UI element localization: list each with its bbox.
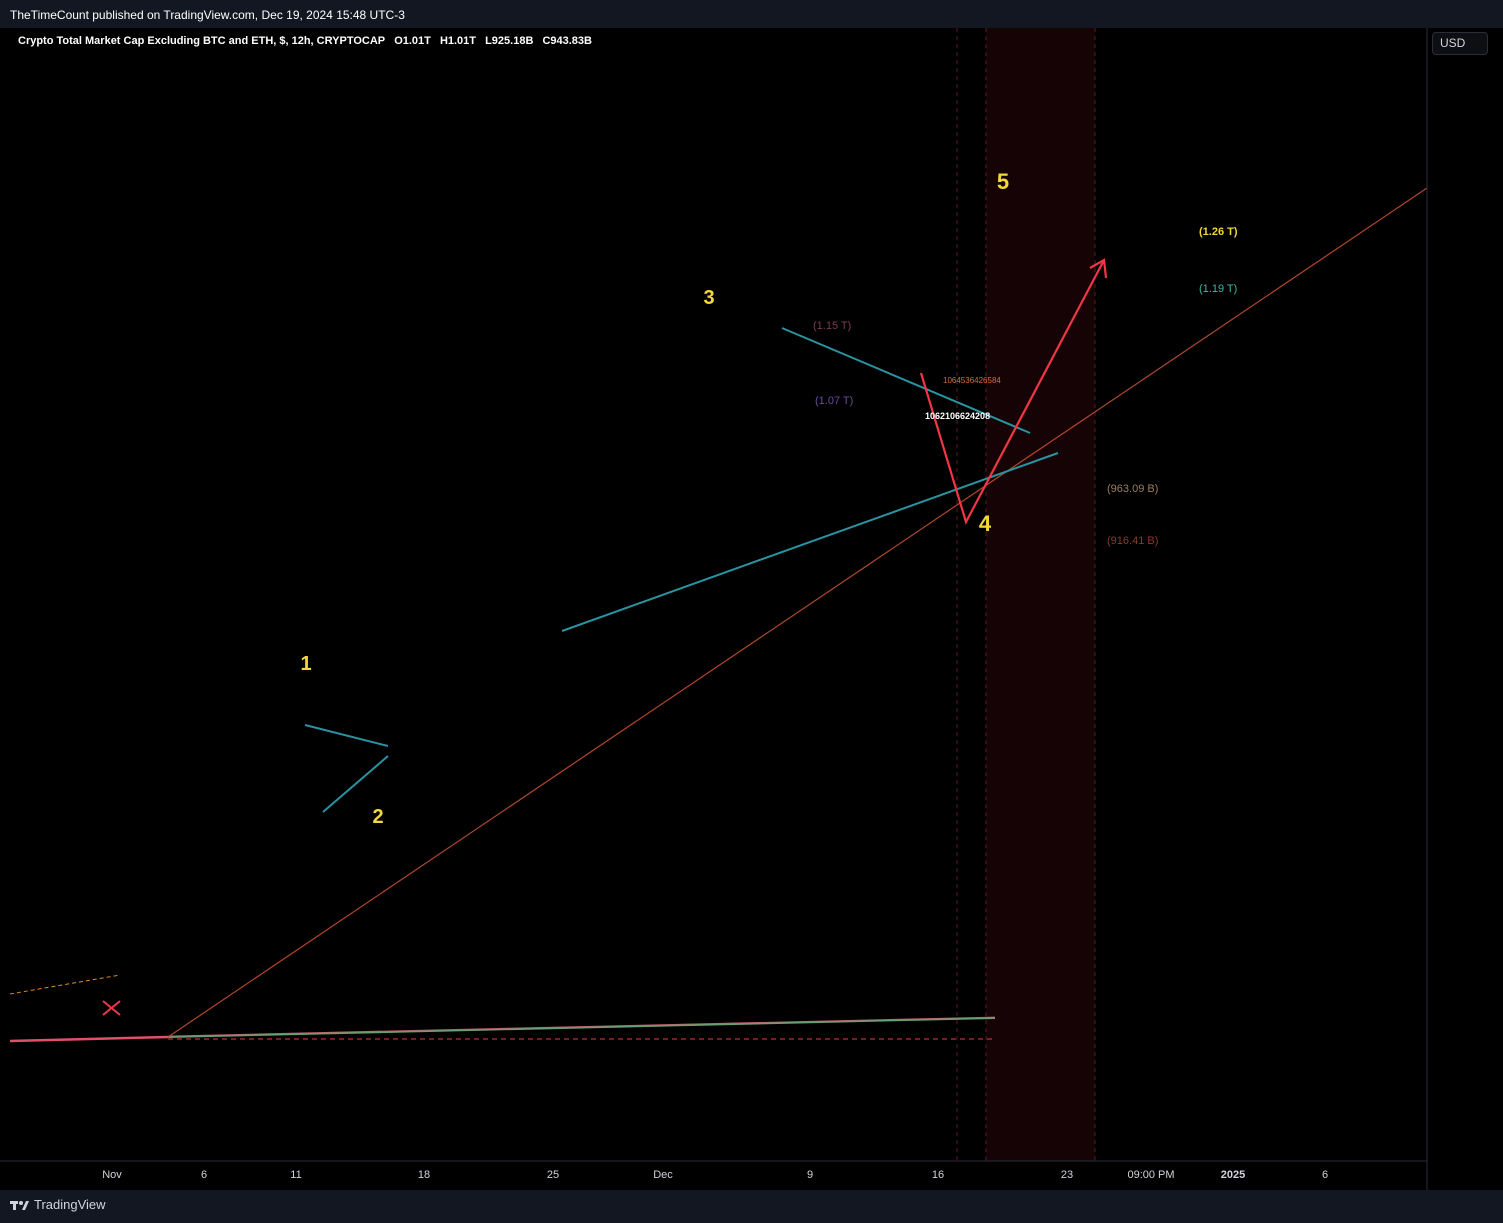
teal-support <box>561 452 1059 632</box>
time-tick: Nov <box>102 1169 122 1181</box>
invalid-marker <box>102 1000 121 1016</box>
level-annotation: (1.15 T) <box>813 320 851 332</box>
wave2-bottom <box>322 755 389 813</box>
legend-low: L925.18B <box>485 35 534 47</box>
time-bands <box>956 28 1096 1161</box>
time-tick: 6 <box>1322 1169 1328 1181</box>
long-trendline <box>167 187 1428 1038</box>
teal-resistance <box>781 327 1031 434</box>
highlight-band <box>986 28 1095 1161</box>
level-annotation: 1062106624208 <box>925 411 990 421</box>
time-tick: 18 <box>418 1169 430 1181</box>
publisher-bar: TheTimeCount published on TradingView.co… <box>0 0 1503 28</box>
level-annotation: (1.07 T) <box>815 395 853 407</box>
tradingview-logo[interactable]: TradingView <box>10 1197 106 1212</box>
time-tick: 16 <box>932 1169 944 1181</box>
wave2-top <box>304 724 389 747</box>
wave-label: 2 <box>372 806 383 828</box>
base-trendline <box>167 1017 996 1038</box>
tradingview-icon <box>10 1200 29 1210</box>
chart-labels: 1 2 3 4 5 (1.15 T) (1.07 T) 1064536426584 106210… <box>300 169 1237 828</box>
time-tick: 25 <box>547 1169 559 1181</box>
tradingview-brand: TradingView <box>34 1197 106 1212</box>
wave-label: 4 <box>979 511 992 536</box>
level-annotation: 1064536426584 <box>943 376 1001 385</box>
symbol-name: Crypto Total Market Cap Excluding BTC an… <box>18 35 386 47</box>
wave-label: 5 <box>997 169 1009 194</box>
currency-button[interactable]: USD <box>1432 32 1488 55</box>
time-axis: Nov 6 11 18 25 Dec 9 16 23 09:00 PM 2025 6 <box>102 1169 1328 1181</box>
base-trendline <box>9 1035 169 1043</box>
wave-label: 1 <box>300 653 311 675</box>
time-tick: 6 <box>201 1169 207 1181</box>
publisher-line: TheTimeCount published on TradingView.co… <box>10 8 405 22</box>
legend-high: H1.01T <box>439 35 477 47</box>
time-tick: 11 <box>290 1169 301 1181</box>
projection-path <box>919 261 1104 525</box>
level-annotation: (963.09 B) <box>1107 483 1158 495</box>
chart-background <box>0 28 1503 1190</box>
dashed-trendline <box>9 974 121 995</box>
projection-arrowhead <box>1089 258 1108 279</box>
legend-open: O1.01T <box>394 35 431 47</box>
level-annotation: (1.26 T) <box>1199 226 1238 238</box>
wave-label: 3 <box>703 287 714 309</box>
symbol-legend: Crypto Total Market Cap Excluding BTC an… <box>18 35 598 47</box>
time-tick: 09:00 PM <box>1127 1169 1174 1181</box>
level-annotation: (916.41 B) <box>1107 535 1158 547</box>
drawings <box>9 187 1428 1043</box>
time-tick: 2025 <box>1221 1169 1245 1181</box>
footer-bar <box>0 1190 1503 1223</box>
time-tick: Dec <box>653 1169 673 1181</box>
level-annotation: (1.19 T) <box>1199 283 1237 295</box>
time-tick: 9 <box>807 1169 813 1181</box>
legend-close: C943.83B <box>542 35 592 47</box>
base-trendline <box>167 1016 996 1037</box>
time-tick: 23 <box>1061 1169 1073 1181</box>
